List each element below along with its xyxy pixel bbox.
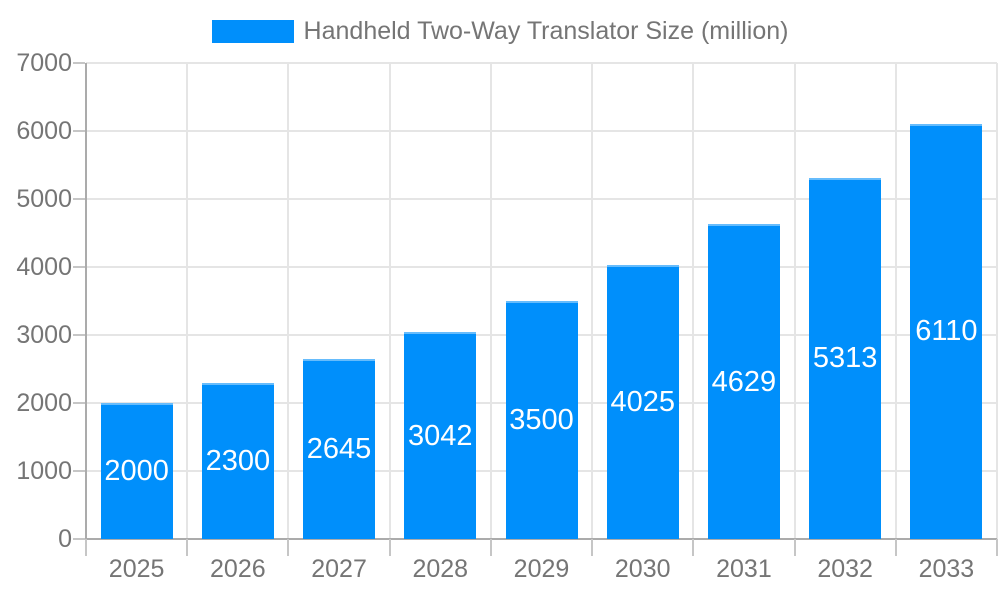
y-axis-label: 4000 — [16, 253, 72, 281]
legend-label: Handheld Two-Way Translator Size (millio… — [303, 17, 789, 45]
y-axis-label: 5000 — [16, 185, 72, 213]
x-gridline — [996, 63, 998, 539]
x-gridline — [894, 63, 897, 539]
bar-value-label: 4025 — [610, 386, 675, 419]
x-tick — [489, 539, 492, 556]
x-axis-label: 2032 — [817, 555, 873, 583]
x-tick — [793, 539, 796, 556]
y-gridline — [86, 62, 997, 64]
x-axis-label: 2025 — [108, 555, 165, 583]
y-axis-label: 3000 — [16, 321, 72, 349]
y-axis-label: 2000 — [16, 389, 72, 417]
x-axis-label: 2028 — [412, 555, 469, 583]
y-tick — [73, 130, 85, 132]
y-tick — [73, 538, 85, 540]
x-tick — [894, 539, 897, 556]
bar[interactable] — [809, 177, 882, 539]
x-axis-label: 2029 — [513, 555, 570, 583]
x-tick — [287, 539, 290, 556]
x-tick — [388, 539, 391, 556]
legend-item[interactable]: Handheld Two-Way Translator Size (millio… — [0, 17, 1000, 45]
y-gridline — [86, 266, 997, 268]
y-axis-label: 6000 — [16, 117, 72, 145]
x-gridline — [793, 63, 796, 539]
bar[interactable] — [201, 382, 274, 539]
y-axis-label: 0 — [58, 525, 72, 553]
y-gridline — [86, 198, 997, 200]
x-axis-label: 2033 — [918, 555, 975, 583]
bar[interactable] — [100, 403, 173, 539]
x-axis-line — [86, 538, 997, 540]
x-tick — [996, 539, 998, 556]
bar[interactable] — [606, 265, 679, 539]
x-gridline — [489, 63, 492, 539]
y-tick — [73, 402, 85, 404]
bar-value-label: 2645 — [306, 433, 372, 466]
x-gridline — [388, 63, 391, 539]
y-tick — [73, 334, 85, 336]
x-axis-label: 2031 — [716, 555, 772, 583]
bar[interactable] — [404, 332, 477, 539]
bar-value-label: 2300 — [205, 444, 271, 477]
y-tick — [73, 62, 85, 64]
x-gridline — [287, 63, 290, 539]
x-tick — [591, 539, 594, 556]
y-axis-line — [85, 63, 87, 556]
x-axis-label: 2030 — [614, 555, 671, 583]
y-tick — [73, 198, 85, 200]
bar-value-label: 2000 — [104, 455, 169, 487]
legend-swatch — [211, 20, 294, 43]
y-tick — [73, 470, 85, 472]
y-tick — [73, 266, 85, 268]
x-tick — [186, 539, 189, 556]
x-tick — [85, 539, 87, 556]
bar[interactable] — [505, 301, 578, 539]
bar-value-label: 3500 — [509, 404, 574, 436]
x-gridline — [692, 63, 695, 539]
bar[interactable] — [910, 123, 983, 539]
x-gridline — [591, 63, 594, 539]
bar-value-label: 4629 — [711, 365, 777, 398]
bar-value-label: 5313 — [812, 342, 878, 375]
y-axis-label: 7000 — [16, 49, 72, 77]
bar[interactable] — [707, 224, 780, 539]
x-gridline — [186, 63, 189, 539]
x-axis-label: 2027 — [311, 555, 367, 583]
y-gridline — [86, 130, 997, 132]
x-tick — [692, 539, 695, 556]
y-axis-label: 1000 — [16, 457, 72, 485]
bar[interactable] — [303, 359, 376, 539]
x-axis-label: 2026 — [210, 555, 266, 583]
bar-value-label: 6110 — [915, 315, 978, 348]
bar-value-label: 3042 — [408, 419, 473, 452]
